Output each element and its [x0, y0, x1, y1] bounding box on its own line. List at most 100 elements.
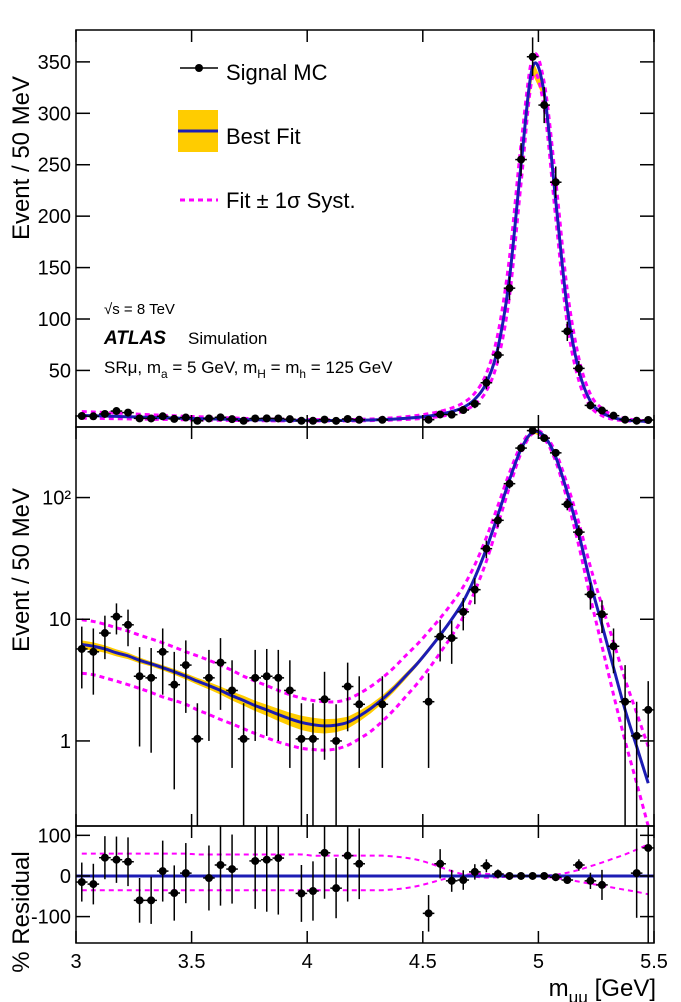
- x-tick-label: 4.5: [409, 951, 437, 973]
- data-point: [239, 416, 248, 425]
- syst-upper: [81, 428, 650, 747]
- y-tick-label: -100: [31, 907, 71, 929]
- data-point: [135, 414, 144, 423]
- data-point: [158, 412, 167, 421]
- data-point: [459, 607, 468, 616]
- data-point: [574, 861, 583, 869]
- data-point: [505, 284, 514, 293]
- text-part: H: [257, 367, 266, 381]
- data-point: [308, 734, 317, 743]
- data-point: [285, 415, 294, 424]
- data-point: [297, 889, 306, 898]
- data-point: [540, 871, 549, 880]
- data-point: [540, 434, 549, 443]
- data-point: [528, 427, 537, 435]
- syst-lower: [81, 431, 650, 826]
- data-point: [274, 414, 283, 423]
- data-point: [170, 680, 179, 689]
- x-axis-label: mμμ [GeV]: [549, 975, 656, 1002]
- data-point: [77, 644, 86, 653]
- data-point: [262, 672, 271, 681]
- data-point: [597, 406, 606, 415]
- data-point: [632, 869, 641, 878]
- data-point: [285, 686, 294, 695]
- data-point: [297, 416, 306, 425]
- data-point: [586, 401, 595, 410]
- data-point: [216, 861, 225, 869]
- data-point: [193, 734, 202, 743]
- data-point: [308, 887, 317, 895]
- text-part: m: [549, 975, 569, 1002]
- data-point: [100, 409, 109, 418]
- data-point: [355, 859, 364, 868]
- data-point: [644, 416, 653, 425]
- data-point: [355, 700, 364, 709]
- data-point: [470, 585, 479, 594]
- text-part: a: [161, 367, 168, 381]
- legend-label: Signal MC: [226, 60, 328, 85]
- data-point: [493, 351, 502, 360]
- data-point: [204, 673, 213, 682]
- data-point: [551, 448, 560, 457]
- data-point: [262, 855, 271, 864]
- data-point: [436, 410, 445, 419]
- legend-label: Fit ± 1σ Syst.: [226, 188, 356, 213]
- y-tick-label: 0: [60, 866, 71, 888]
- data-point: [343, 414, 352, 423]
- data-point: [135, 896, 144, 905]
- data-point: [216, 658, 225, 667]
- annotation: Simulation: [188, 329, 267, 348]
- y-tick-label: 10²: [42, 488, 71, 510]
- y-tick-label: 100: [38, 825, 71, 847]
- data-point: [493, 516, 502, 525]
- y-axis-label: Event / 50 MeV: [8, 488, 35, 652]
- data-point: [436, 632, 445, 641]
- data-point: [482, 378, 491, 387]
- data-point: [644, 705, 653, 714]
- data-point: [482, 861, 491, 870]
- data-point: [517, 155, 526, 164]
- plot-area: [76, 37, 654, 425]
- data-point: [332, 884, 341, 893]
- data-point: [586, 590, 595, 599]
- syst-upper: [81, 843, 649, 879]
- data-point: [124, 408, 133, 417]
- data-point: [378, 415, 387, 424]
- y-tick-label: 200: [38, 206, 71, 228]
- data-point: [528, 52, 537, 61]
- data-point: [147, 673, 156, 682]
- data-point: [447, 410, 456, 419]
- data-point: [77, 411, 86, 420]
- data-point: [447, 634, 456, 643]
- data-point: [493, 869, 502, 878]
- data-point: [181, 869, 190, 878]
- data-point: [239, 734, 248, 743]
- fit-line: [81, 429, 650, 784]
- y-axis-label: % Residual: [8, 851, 35, 972]
- data-point: [632, 731, 641, 740]
- data-point: [228, 686, 237, 695]
- annotation: SRμ, ma = 5 GeV, mH = mh = 125 GeV: [104, 358, 393, 381]
- data-point: [632, 416, 641, 425]
- y-tick-label: 50: [49, 360, 71, 382]
- data-point: [586, 876, 595, 885]
- text-part: h: [299, 367, 306, 381]
- data-point: [621, 415, 630, 424]
- data-point: [147, 414, 156, 423]
- data-point: [170, 889, 179, 898]
- data-point: [158, 647, 167, 656]
- plot-area: [76, 427, 654, 826]
- y-tick-label: 1: [60, 731, 71, 753]
- data-point: [170, 414, 179, 423]
- data-point: [297, 734, 306, 743]
- data-point: [320, 695, 329, 704]
- data-point: [482, 544, 491, 553]
- data-point: [597, 610, 606, 619]
- data-point: [505, 871, 514, 880]
- fit-band: [81, 431, 649, 785]
- plot-frame: [75, 825, 655, 944]
- data-point: [355, 415, 364, 424]
- annotation: √s = 8 TeV: [104, 301, 175, 318]
- data-point: [609, 411, 618, 420]
